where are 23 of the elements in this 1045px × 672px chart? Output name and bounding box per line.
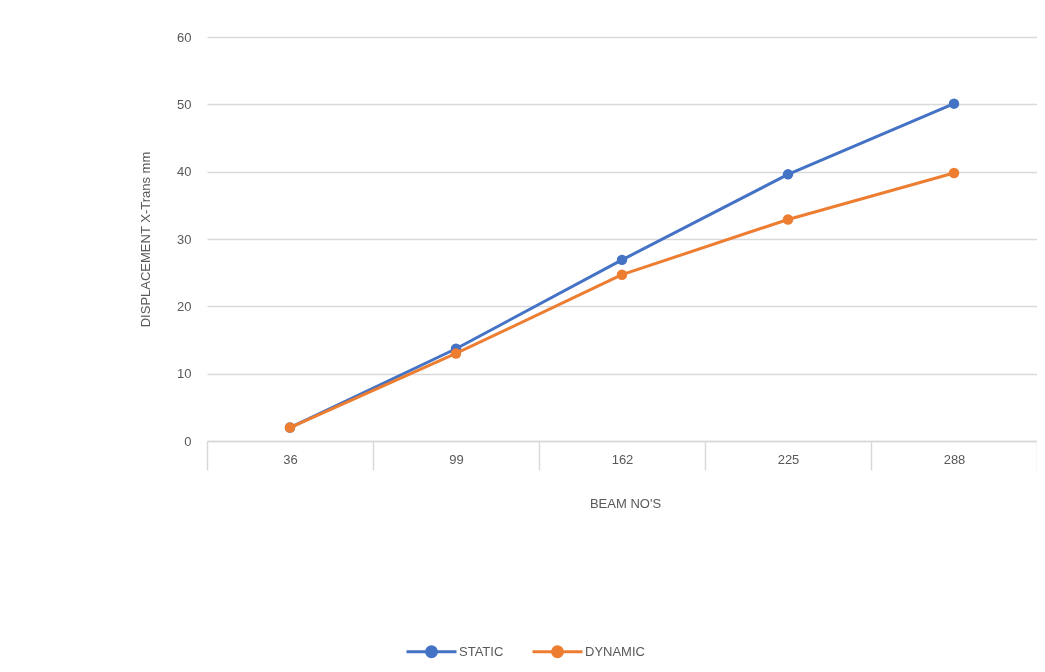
x-tick-label: 162 xyxy=(611,451,634,467)
y-tick-label: 30 xyxy=(177,231,192,247)
y-tick-label: 20 xyxy=(177,298,192,314)
y-tick-label: 0 xyxy=(184,433,192,449)
y-tick-label: 50 xyxy=(177,96,192,112)
y-tick-label: 60 xyxy=(177,29,192,45)
y-axis-title: DISPLACEMENT X-Trans mm xyxy=(137,151,153,328)
x-tick-label: 36 xyxy=(283,451,298,467)
point xyxy=(616,254,628,266)
point xyxy=(450,348,462,359)
y-tick-label: 10 xyxy=(177,366,192,382)
legend-label: STATIC xyxy=(459,643,504,659)
point xyxy=(782,169,794,180)
legend-label: DYNAMIC xyxy=(585,643,645,659)
x-tick-label: 99 xyxy=(449,451,464,467)
y-tick-label: 40 xyxy=(177,164,192,180)
x-tick-label: 288 xyxy=(943,451,966,467)
point xyxy=(948,167,960,179)
point xyxy=(616,269,628,280)
x-axis-title: BEAM NO'S xyxy=(589,495,662,511)
x-tick-label: 225 xyxy=(777,451,800,467)
point xyxy=(782,214,794,225)
point xyxy=(948,98,960,109)
